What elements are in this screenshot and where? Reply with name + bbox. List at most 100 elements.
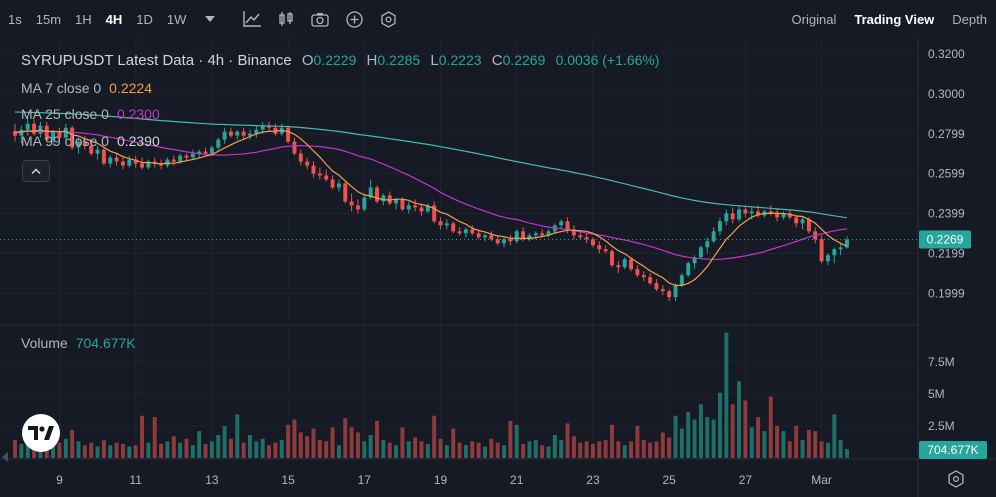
volume-bar	[57, 442, 62, 458]
volume-bar	[546, 446, 551, 458]
volume-bar	[756, 417, 761, 458]
ohlc-legend: SYRUPUSDT Latest Data · 4h · Binance O0.…	[21, 52, 659, 69]
candle	[470, 225, 475, 236]
candle	[13, 123, 17, 142]
volume-bar	[489, 438, 494, 458]
candle	[444, 219, 449, 230]
volume-bar	[152, 417, 157, 458]
volume-bar	[13, 440, 17, 458]
last-price-label: 0.2269	[919, 230, 971, 249]
volume-bar	[209, 441, 214, 458]
candle	[127, 155, 132, 168]
candle	[578, 231, 583, 240]
volume-tick-label: 5M	[928, 387, 945, 401]
price-tick-label: 0.3000	[928, 87, 965, 101]
volume-value: 704.677K	[76, 335, 137, 351]
volume-bar	[825, 442, 830, 458]
timeframe-4h[interactable]: 4H	[105, 11, 123, 27]
time-settings-icon[interactable]	[948, 470, 964, 488]
view-trading-view[interactable]: Trading View	[854, 11, 935, 27]
low-value: 0.2223	[439, 52, 482, 68]
ma25-line	[15, 130, 848, 260]
candle	[546, 229, 551, 238]
volume-bar	[660, 432, 665, 458]
timeframe-1d[interactable]: 1D	[136, 11, 153, 27]
chart-type-icon[interactable]	[241, 8, 263, 30]
candle	[216, 137, 221, 150]
candle	[406, 201, 411, 214]
camera-icon[interactable]	[309, 8, 331, 30]
scroll-left-icon[interactable]	[2, 452, 8, 462]
price-tick-label: 0.2599	[928, 167, 965, 181]
volume-bar	[781, 431, 786, 458]
chevron-down-icon[interactable]	[199, 8, 221, 30]
volume-bar	[425, 443, 430, 458]
volume-bar	[419, 441, 424, 458]
candle	[483, 233, 487, 242]
candle	[432, 201, 437, 224]
candle	[286, 125, 291, 144]
candle	[76, 137, 81, 154]
timeframe-15m[interactable]: 15m	[35, 11, 62, 27]
candle	[603, 245, 608, 254]
ma99-line	[14, 111, 848, 219]
volume-bar	[298, 432, 303, 458]
volume-bar	[622, 445, 627, 458]
candle	[514, 229, 519, 244]
add-icon[interactable]	[343, 8, 365, 30]
timeframe-1h[interactable]: 1H	[75, 11, 92, 27]
timeframe-1w[interactable]: 1W	[166, 11, 187, 27]
volume-bar	[317, 440, 322, 458]
volume-bar	[800, 440, 805, 458]
volume-bar	[743, 400, 748, 458]
ma7-legend[interactable]: MA 7 close 0 0.2224	[21, 80, 152, 96]
tradingview-logo[interactable]	[22, 414, 60, 452]
volume-bar	[603, 440, 608, 458]
volume-bar	[292, 419, 297, 458]
view-original[interactable]: Original	[791, 11, 837, 27]
volume-bar	[692, 419, 697, 458]
collapse-legend-button[interactable]	[22, 160, 50, 182]
price-chart[interactable]: 0.3200 0.3000 0.2799 0.2599 0.2399 0.2199 0.19…	[0, 38, 996, 497]
candle	[70, 125, 75, 150]
settings-icon[interactable]	[377, 8, 399, 30]
volume-bar	[330, 427, 335, 458]
candle	[317, 167, 322, 180]
candle	[616, 261, 621, 274]
time-tick-label: 23	[586, 473, 600, 487]
candlestick-type-icon[interactable]	[275, 8, 297, 30]
volume-tick-label: 7.5M	[928, 355, 955, 369]
ma99-legend[interactable]: MA 99 close 0 0.2390	[21, 133, 160, 149]
volume-bar	[165, 441, 170, 458]
candle	[267, 121, 272, 132]
candle	[324, 169, 329, 182]
time-tick-label: 11	[129, 473, 142, 487]
timeframe-1s[interactable]: 1s	[8, 11, 22, 27]
ma25-legend[interactable]: MA 25 close 0 0.2300	[21, 106, 160, 122]
volume-bar	[362, 441, 367, 458]
volume-legend[interactable]: Volume 704.677K	[21, 335, 136, 351]
moving-average-lines	[14, 111, 848, 286]
ma7-line	[14, 129, 848, 286]
volume-bar	[44, 445, 49, 458]
last-volume-label: 704.677K	[919, 441, 987, 459]
volume-bar	[76, 441, 81, 458]
volume-bar	[127, 446, 132, 458]
volume-bar	[89, 442, 94, 458]
candle	[311, 161, 316, 178]
volume-bar	[654, 441, 659, 458]
candle	[838, 243, 843, 256]
candle	[451, 221, 456, 234]
volume-bar	[463, 445, 468, 458]
volume-bar	[178, 442, 183, 458]
candle	[171, 155, 176, 166]
volume-bar	[444, 445, 449, 458]
volume-bar	[451, 428, 456, 458]
view-depth[interactable]: Depth	[952, 11, 987, 27]
candle	[832, 247, 837, 264]
volume-bar	[121, 443, 125, 458]
volume-bar	[324, 441, 329, 458]
candle	[425, 203, 430, 214]
candle	[635, 265, 640, 278]
candle	[571, 225, 576, 240]
